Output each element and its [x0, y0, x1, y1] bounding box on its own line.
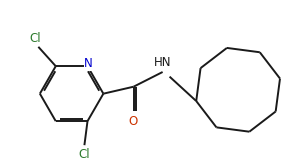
Text: Cl: Cl	[29, 32, 41, 45]
Text: N: N	[84, 57, 93, 70]
Text: Cl: Cl	[79, 148, 90, 161]
Text: O: O	[128, 115, 137, 128]
Text: HN: HN	[154, 56, 171, 69]
